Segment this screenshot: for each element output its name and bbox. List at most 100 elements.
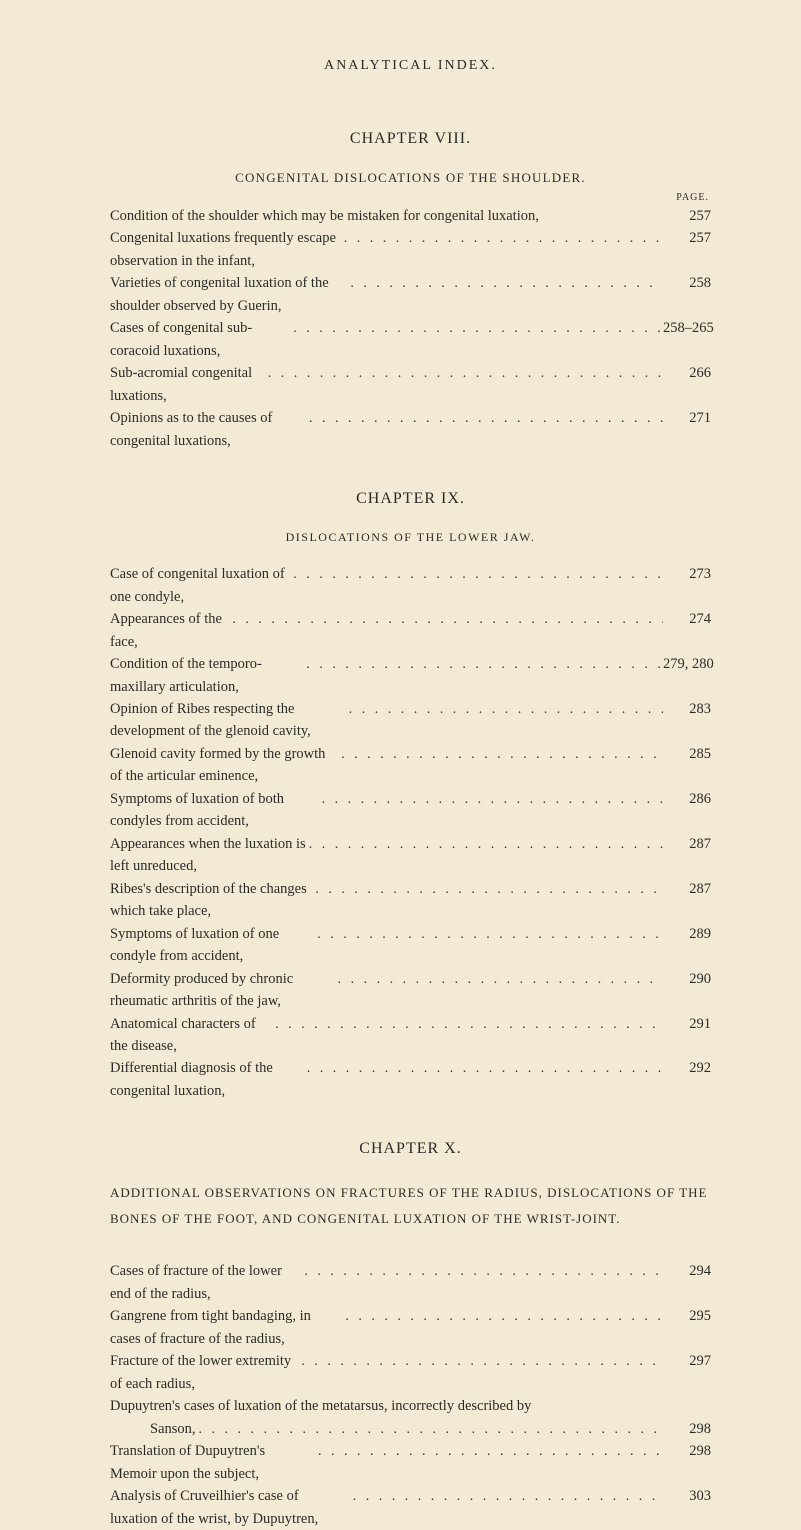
toc-entry-text: Anatomical characters of the disease, <box>110 1013 272 1058</box>
toc-leader-dots: . . . . . . . . . . . . . . . . . . . . … <box>346 699 663 721</box>
toc-entry-page: 257 <box>663 227 711 249</box>
toc-leader-dots: . . . . . . . . . . . . . . . . . . . . … <box>312 879 663 901</box>
toc-entry-text: Opinion of Ribes respecting the developm… <box>110 698 346 743</box>
toc-leader-dots: . . . . . . . . . . . . . . . . . . . . … <box>341 228 663 250</box>
toc-row: Glenoid cavity formed by the growth of t… <box>110 743 711 788</box>
toc-row: Appearances when the luxation is left un… <box>110 833 711 878</box>
chapter-10-toc: Cases of fracture of the lower end of th… <box>110 1260 711 1530</box>
chapter-8-toc: Condition of the shoulder which may be m… <box>110 205 711 452</box>
toc-entry-text: Fracture of the lower extremity of each … <box>110 1350 298 1395</box>
toc-entry-page: 289 <box>663 923 711 945</box>
toc-entry-text: Gangrene from tight bandaging, in cases … <box>110 1305 342 1350</box>
chapter-9-section: DISLOCATIONS OF THE LOWER JAW. <box>110 530 711 545</box>
page: ANALYTICAL INDEX. CHAPTER VIII. CONGENIT… <box>0 0 801 1376</box>
toc-leader-dots: . . . . . . . . . . . . . . . . . . . . … <box>306 834 663 856</box>
toc-leader-dots: . . . . . . . . . . . . . . . . . . . . … <box>229 609 663 631</box>
toc-entry-text: Condition of the shoulder which may be m… <box>110 205 539 227</box>
toc-entry-page: 303 <box>663 1485 711 1507</box>
toc-entry-page: 294 <box>663 1260 711 1282</box>
toc-entry-text: Cases of fracture of the lower end of th… <box>110 1260 301 1305</box>
toc-leader-dots: . . . . . . . . . . . . . . . . . . . . … <box>265 363 663 385</box>
toc-row: Condition of the shoulder which may be m… <box>110 205 711 227</box>
toc-leader-dots: . . . . . . . . . . . . . . . . . . . . … <box>304 1058 663 1080</box>
toc-leader-dots: . . . . . . . . . . . . . . . . . . . . … <box>342 1306 663 1328</box>
toc-leader-dots: . . . . . . . . . . . . . . . . . . . . … <box>306 408 663 430</box>
toc-entry-page: 290 <box>663 968 711 990</box>
toc-entry-page: 285 <box>663 743 711 765</box>
toc-leader-dots: . . . . . . . . . . . . . . . . . . . . … <box>314 924 663 946</box>
toc-entry-text: Sanson, <box>150 1418 196 1440</box>
toc-entry-text: Ribes's description of the changes which… <box>110 878 312 923</box>
toc-entry-page: 292 <box>663 1057 711 1079</box>
toc-leader-dots: . . . . . . . . . . . . . . . . . . . . … <box>347 273 663 295</box>
toc-entry-page: 287 <box>663 878 711 900</box>
toc-entry-page: 273 <box>663 563 711 585</box>
toc-row: Symptoms of luxation of both condyles fr… <box>110 788 711 833</box>
toc-entry-text: Congenital luxations frequently escape o… <box>110 227 341 272</box>
toc-entry-text: Symptoms of luxation of one condyle from… <box>110 923 314 968</box>
toc-leader-dots: . . . . . . . . . . . . . . . . . . . . … <box>315 1441 663 1463</box>
toc-entry-page: 298 <box>663 1418 711 1440</box>
toc-entry-text: Deformity produced by chronic rheumatic … <box>110 968 335 1013</box>
toc-row: Case of congenital luxation of one condy… <box>110 563 711 608</box>
toc-entry-text: Glenoid cavity formed by the growth of t… <box>110 743 338 788</box>
toc-entry-page: 258–265 <box>663 317 711 339</box>
toc-entry-page: 274 <box>663 608 711 630</box>
toc-row: Congenital luxations frequently escape o… <box>110 227 711 272</box>
toc-row: Fracture of the lower extremity of each … <box>110 1350 711 1395</box>
toc-leader-dots: . . . . . . . . . . . . . . . . . . . . … <box>301 1261 663 1283</box>
toc-entry-text: Translation of Dupuytren's Memoir upon t… <box>110 1440 315 1485</box>
toc-entry-text: Symptoms of luxation of both condyles fr… <box>110 788 319 833</box>
toc-entry-text: Varieties of congenital luxation of the … <box>110 272 347 317</box>
toc-entry-text: Appearances of the face, <box>110 608 229 653</box>
toc-row: Opinion of Ribes respecting the developm… <box>110 698 711 743</box>
toc-row: Ribes's description of the changes which… <box>110 878 711 923</box>
toc-entry-text: Sub-acromial congenital luxations, <box>110 362 265 407</box>
toc-row: Differential diagnosis of the congenital… <box>110 1057 711 1102</box>
toc-leader-dots: . . . . . . . . . . . . . . . . . . . . … <box>272 1014 663 1036</box>
toc-entry-page: 271 <box>663 407 711 429</box>
toc-row: Deformity produced by chronic rheumatic … <box>110 968 711 1013</box>
toc-row: Appearances of the face,. . . . . . . . … <box>110 608 711 653</box>
toc-row: Condition of the temporo-maxillary artic… <box>110 653 711 698</box>
toc-row: Varieties of congenital luxation of the … <box>110 272 711 317</box>
chapter-8-section: CONGENITAL DISLOCATIONS OF THE SHOULDER. <box>110 170 711 186</box>
toc-leader-dots: . . . . . . . . . . . . . . . . . . . . … <box>350 1486 663 1508</box>
toc-row: Anatomical characters of the disease,. .… <box>110 1013 711 1058</box>
toc-entry-text: Differential diagnosis of the congenital… <box>110 1057 304 1102</box>
toc-row: Symptoms of luxation of one condyle from… <box>110 923 711 968</box>
toc-row: Sanson,. . . . . . . . . . . . . . . . .… <box>110 1418 711 1441</box>
toc-entry-text: Appearances when the luxation is left un… <box>110 833 306 878</box>
toc-entry-page: 287 <box>663 833 711 855</box>
running-head: ANALYTICAL INDEX. <box>110 58 711 74</box>
toc-entry-text: Cases of congenital sub-coracoid luxatio… <box>110 317 290 362</box>
chapter-9-toc: Case of congenital luxation of one condy… <box>110 563 711 1102</box>
toc-leader-dots: . . . . . . . . . . . . . . . . . . . . … <box>290 318 663 340</box>
toc-leader-dots: . . . . . . . . . . . . . . . . . . . . … <box>303 654 663 676</box>
toc-entry-page: 297 <box>663 1350 711 1372</box>
toc-entry-page: 283 <box>663 698 711 720</box>
toc-row: Cases of fracture of the lower end of th… <box>110 1260 711 1305</box>
toc-entry-page: 295 <box>663 1305 711 1327</box>
toc-entry-page: 291 <box>663 1013 711 1035</box>
chapter-10-title: CHAPTER X. <box>110 1140 711 1158</box>
chapter-8-title: CHAPTER VIII. <box>110 130 711 148</box>
toc-entry-page: 257 <box>663 205 711 227</box>
toc-entry-page: 266 <box>663 362 711 384</box>
toc-row: Dupuytren's cases of luxation of the met… <box>110 1395 711 1417</box>
toc-entry-text: Case of congenital luxation of one condy… <box>110 563 290 608</box>
toc-entry-page: 279, 280 <box>663 653 711 675</box>
toc-row: Gangrene from tight bandaging, in cases … <box>110 1305 711 1350</box>
chapter-10-description: ADDITIONAL OBSERVATIONS ON FRACTURES OF … <box>110 1180 711 1232</box>
toc-row: Analysis of Cruveilhier's case of luxati… <box>110 1485 711 1530</box>
toc-leader-dots: . . . . . . . . . . . . . . . . . . . . … <box>290 564 663 586</box>
toc-entry-text: Dupuytren's cases of luxation of the met… <box>110 1395 531 1417</box>
toc-leader-dots: . . . . . . . . . . . . . . . . . . . . … <box>298 1351 663 1373</box>
page-label: PAGE. <box>110 192 711 203</box>
toc-entry-page: 258 <box>663 272 711 294</box>
toc-entry-page: 286 <box>663 788 711 810</box>
toc-leader-dots: . . . . . . . . . . . . . . . . . . . . … <box>338 744 663 766</box>
toc-entry-text: Condition of the temporo-maxillary artic… <box>110 653 303 698</box>
chapter-9-title: CHAPTER IX. <box>110 490 711 508</box>
toc-entry-text: Analysis of Cruveilhier's case of luxati… <box>110 1485 350 1530</box>
